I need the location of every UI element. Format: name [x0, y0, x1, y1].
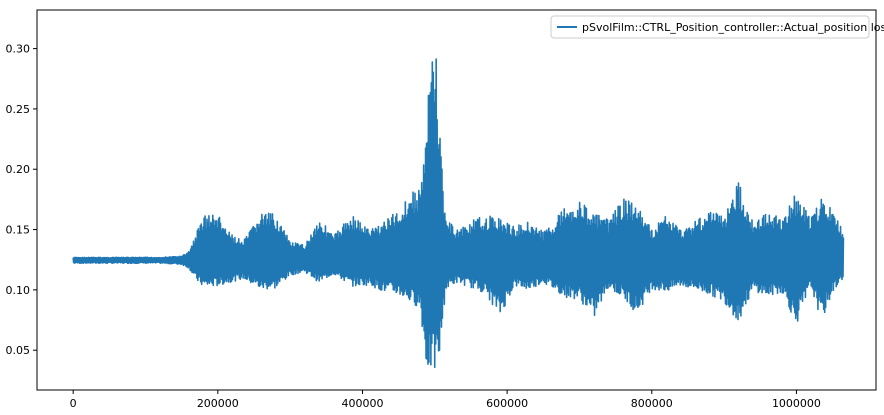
- legend: pSvolFilm::CTRL_Position_controller::Act…: [550, 15, 884, 39]
- y-tick-label: 0.15: [6, 224, 31, 237]
- x-tick-label: 200000: [197, 397, 239, 410]
- x-axis: 0 200000 400000 600000 800000 1000000: [70, 390, 821, 410]
- y-tick-label: 0.30: [6, 43, 31, 56]
- series-line: [72, 58, 845, 369]
- x-tick-label: 400000: [341, 397, 383, 410]
- series-layer: [72, 58, 845, 369]
- y-axis: 0.05 0.10 0.15 0.20 0.25 0.30: [6, 43, 37, 357]
- legend-label: pSvolFilm::CTRL_Position_controller::Act…: [582, 21, 884, 34]
- legend-box: [550, 15, 870, 39]
- y-tick-label: 0.20: [6, 163, 31, 176]
- y-tick-label: 0.25: [6, 103, 31, 116]
- x-tick-label: 0: [70, 397, 77, 410]
- x-tick-label: 1000000: [772, 397, 821, 410]
- plot-area-frame: [36, 9, 877, 391]
- x-tick-label: 600000: [486, 397, 528, 410]
- y-tick-label: 0.05: [6, 344, 31, 357]
- y-tick-label: 0.10: [6, 284, 31, 297]
- x-tick-label: 800000: [631, 397, 673, 410]
